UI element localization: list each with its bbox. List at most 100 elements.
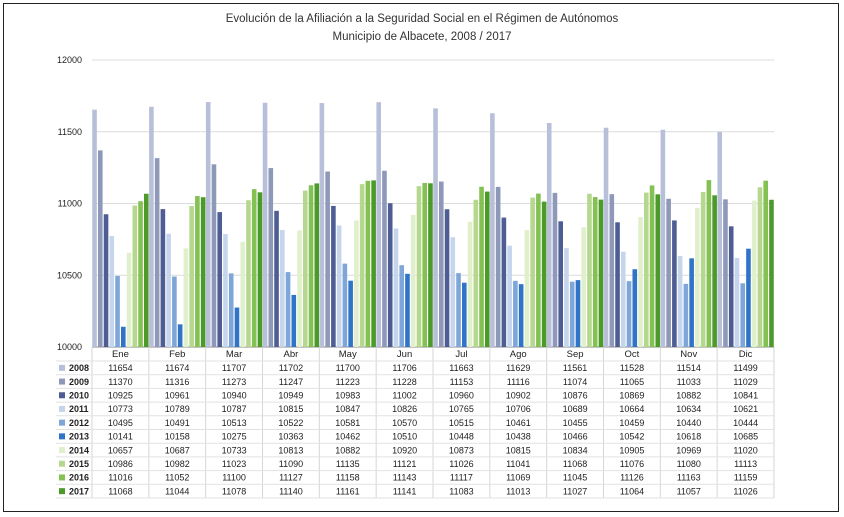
bar-2013-mar — [234, 307, 240, 347]
bar-2014-may — [354, 220, 359, 347]
bar-2017-jul — [484, 191, 490, 347]
bar-2013-nov — [689, 258, 694, 347]
bar-2015-feb — [189, 206, 194, 347]
data-label: 10841 — [733, 390, 758, 400]
bar-2013-dic — [746, 248, 751, 347]
data-label: 10882 — [676, 390, 701, 400]
data-label: 11700 — [336, 363, 360, 373]
legend-swatch-2013 — [59, 433, 65, 440]
data-label: 11074 — [563, 377, 587, 387]
bar-2015-jul — [473, 199, 479, 347]
bar-2010-feb — [160, 209, 166, 347]
bar-2014-sep — [581, 227, 587, 347]
x-tick-label: Dic — [739, 349, 753, 360]
bar-2017-ago — [541, 201, 547, 347]
data-label: 10687 — [165, 445, 190, 455]
legend-swatch-2010 — [59, 392, 65, 399]
data-label: 11002 — [392, 390, 416, 400]
bar-2008-dic — [717, 131, 723, 347]
bar-2017-ene — [143, 193, 149, 347]
bar-2014-dic — [751, 200, 757, 347]
bar-2008-oct — [603, 127, 609, 347]
data-label: 10869 — [619, 390, 644, 400]
bar-2011-ene — [109, 236, 115, 347]
bar-2016-oct — [649, 185, 655, 347]
x-tick-label: Oct — [625, 349, 640, 360]
data-label: 11068 — [563, 459, 587, 469]
bar-2010-mar — [217, 212, 223, 347]
data-label: 10141 — [108, 432, 133, 442]
chart-frame — [3, 3, 839, 512]
bar-2017-sep — [598, 199, 604, 347]
bar-2008-may — [319, 103, 325, 347]
bar-2014-mar — [240, 241, 246, 347]
data-label: 11158 — [336, 473, 360, 483]
bar-2011-feb — [166, 233, 171, 347]
bar-2016-abr — [308, 185, 314, 347]
bar-2009-abr — [268, 168, 274, 347]
legend-swatch-2014 — [59, 447, 65, 454]
data-label: 11080 — [677, 459, 701, 469]
x-tick-label: Nov — [680, 349, 697, 360]
bar-2012-abr — [285, 272, 291, 347]
data-label: 10765 — [449, 404, 474, 414]
bar-2008-sep — [546, 123, 552, 347]
bar-2009-jun — [382, 170, 387, 347]
data-label: 10455 — [563, 418, 588, 428]
data-label: 11121 — [393, 459, 417, 469]
bar-2012-jul — [456, 273, 461, 347]
bar-2009-oct — [609, 194, 615, 347]
data-label: 11514 — [677, 363, 701, 373]
data-label: 11273 — [222, 377, 246, 387]
data-label: 11052 — [165, 473, 189, 483]
data-label: 11083 — [449, 486, 473, 496]
data-label: 11033 — [677, 377, 701, 387]
bar-2010-ago — [501, 217, 507, 347]
bar-2013-ago — [518, 284, 524, 347]
data-label: 10847 — [335, 404, 360, 414]
bar-2011-mar — [223, 234, 228, 347]
data-label: 10570 — [392, 418, 417, 428]
bar-2017-oct — [655, 194, 661, 347]
bar-2015-nov — [700, 192, 706, 347]
x-tick-label: Jul — [455, 349, 467, 360]
legend-label-2016: 2016 — [69, 473, 89, 483]
data-label: 10826 — [392, 404, 417, 414]
data-label: 11027 — [563, 486, 587, 496]
bar-2012-nov — [683, 283, 689, 347]
data-label: 11026 — [733, 486, 757, 496]
legend-swatch-2012 — [59, 419, 65, 426]
y-tick-label: 11500 — [58, 127, 82, 137]
bar-2010-nov — [672, 220, 677, 347]
data-label: 11023 — [222, 459, 246, 469]
bar-2011-sep — [564, 248, 569, 347]
bar-2011-jul — [450, 237, 456, 347]
x-tick-label: Ago — [510, 349, 527, 360]
data-label: 10685 — [733, 432, 758, 442]
data-label: 11116 — [507, 377, 530, 387]
data-label: 10657 — [108, 445, 133, 455]
data-label: 10882 — [335, 445, 360, 455]
data-label: 10787 — [222, 404, 247, 414]
legend-label-2011: 2011 — [69, 404, 89, 414]
data-label: 10510 — [392, 432, 417, 442]
bar-2015-oct — [643, 192, 649, 347]
bar-2011-dic — [734, 257, 740, 347]
data-label: 11247 — [279, 377, 303, 387]
bar-2016-dic — [763, 180, 769, 347]
data-label: 11026 — [449, 459, 473, 469]
data-label: 11126 — [620, 473, 644, 483]
x-tick-label: Abr — [284, 349, 299, 360]
data-label: 11117 — [450, 473, 473, 483]
data-label: 11090 — [279, 459, 303, 469]
data-label: 10634 — [676, 404, 701, 414]
data-label: 10621 — [733, 404, 758, 414]
data-label: 11057 — [677, 486, 701, 496]
bar-2012-mar — [228, 273, 234, 347]
bar-2010-jun — [387, 203, 393, 347]
data-label: 11159 — [734, 473, 758, 483]
data-label: 11135 — [336, 459, 360, 469]
data-label: 10461 — [506, 418, 531, 428]
y-tick-label: 10000 — [57, 342, 82, 352]
y-tick-label: 12000 — [57, 55, 82, 65]
